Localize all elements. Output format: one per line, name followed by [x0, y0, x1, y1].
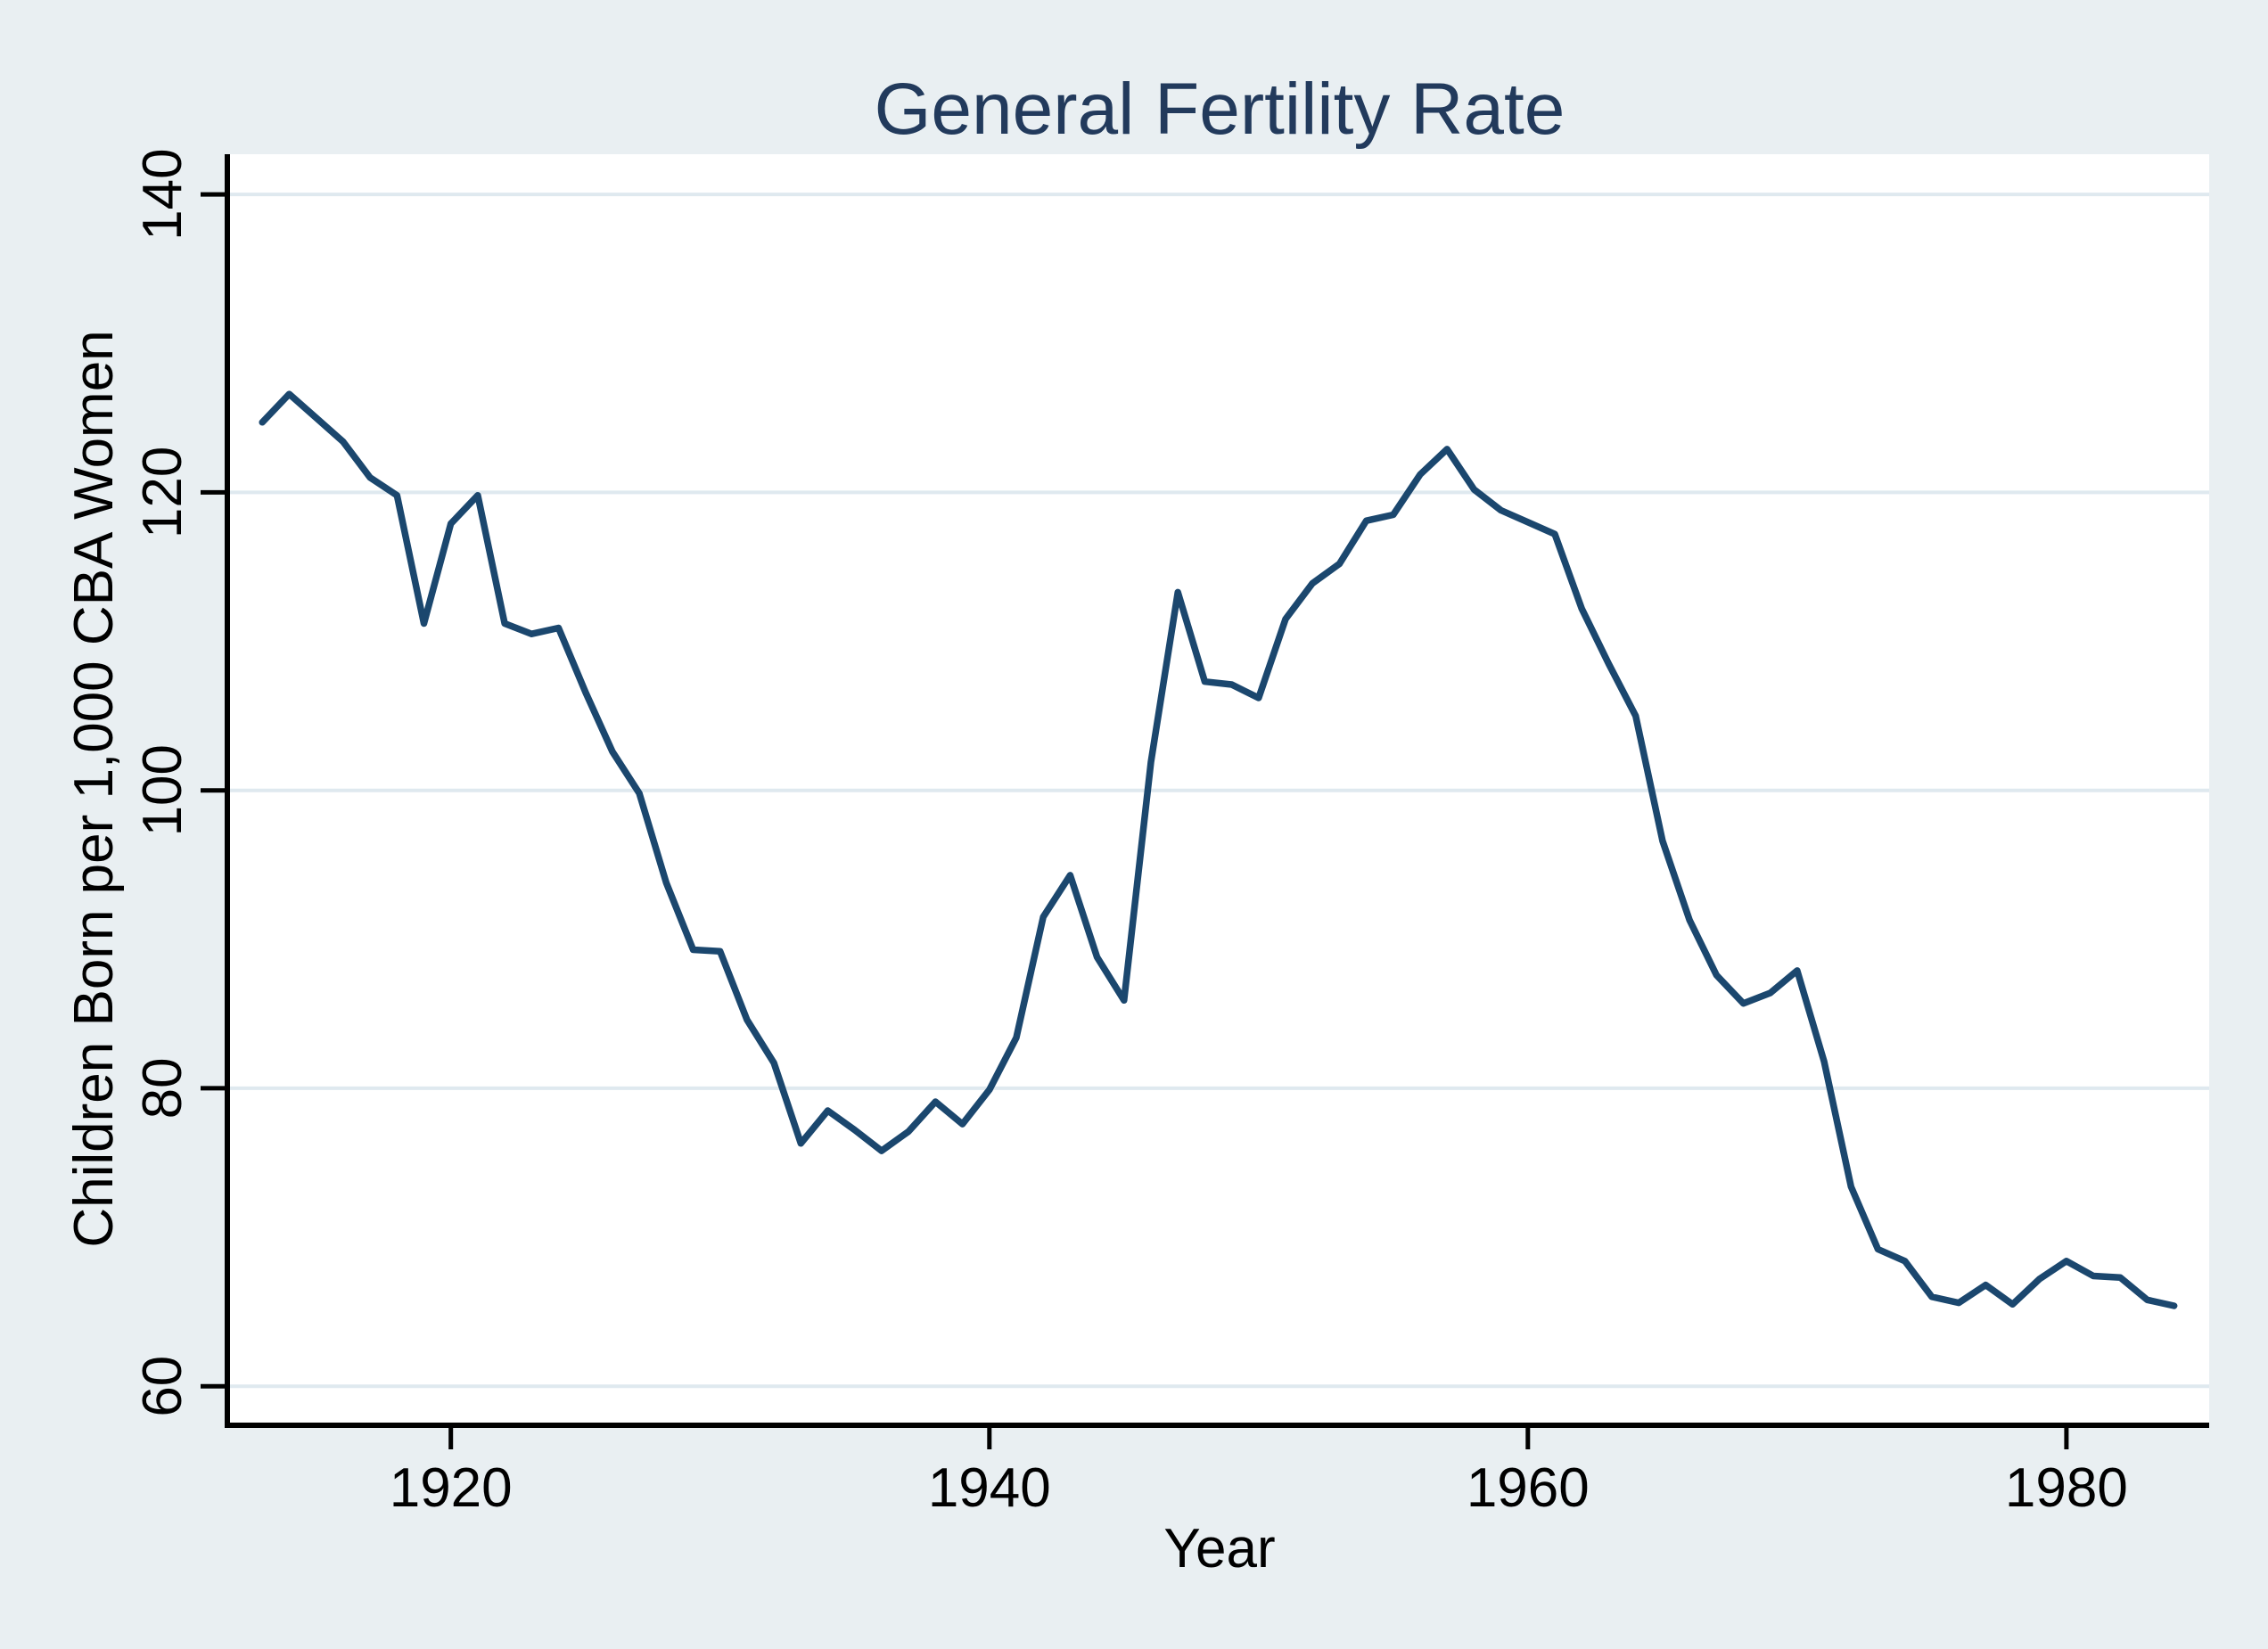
x-tick-label-1940: 1940 — [928, 1457, 1051, 1519]
chart-title: General Fertility Rate — [875, 69, 1565, 150]
x-axis: 1920 1940 1960 1980 — [225, 1423, 2209, 1519]
x-tick-label-1960: 1960 — [1467, 1457, 1590, 1519]
y-ticks: 60 80 100 120 140 — [132, 148, 225, 1417]
gridlines — [230, 193, 2209, 1389]
y-axis: 60 80 100 120 140 — [132, 148, 230, 1427]
x-tick-label-1980: 1980 — [2005, 1457, 2128, 1519]
x-tick-label-1920: 1920 — [390, 1457, 513, 1519]
y-tick-label-80: 80 — [132, 1057, 193, 1119]
y-tick-label-100: 100 — [132, 744, 193, 836]
series-lines — [259, 390, 2178, 1309]
y-tick-label-120: 120 — [132, 447, 193, 538]
general-fertility-rate-line — [259, 390, 2178, 1309]
x-axis-title: Year — [1163, 1518, 1275, 1579]
y-tick-label-140: 140 — [132, 148, 193, 240]
x-ticks: 1920 1940 1960 1980 — [390, 1425, 2128, 1519]
y-tick-label-60: 60 — [132, 1356, 193, 1417]
y-axis-title: Children Born per 1,000 CBA Women — [63, 330, 125, 1247]
